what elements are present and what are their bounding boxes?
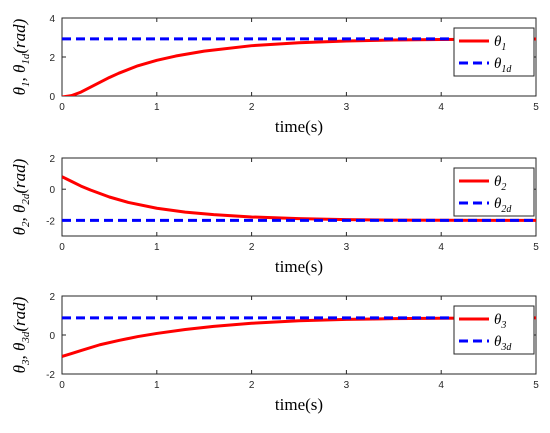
x-tick-label: 2	[249, 380, 255, 391]
legend: θ3​ θ3d​	[453, 305, 535, 355]
y-tick-label: 0	[49, 92, 55, 103]
x-tick-label: 5	[533, 102, 539, 113]
x-axis-label: time(s)	[275, 395, 323, 414]
y-tick-label: 0	[49, 331, 55, 342]
y-tick-label: 4	[49, 14, 55, 25]
chart-panel-1: 0 1 2 3 4 5 0 2 4 time(s) θ1​, θ1d​(rad) θ1​ θ1d​	[10, 14, 539, 136]
x-tick-label: 5	[533, 380, 539, 391]
y-tick-label: 0	[49, 185, 55, 196]
legend: θ2​ θ2d​	[453, 167, 535, 217]
x-tick-label: 1	[154, 380, 160, 391]
y-tick-label: -2	[46, 216, 55, 227]
y-tick-label: 2	[49, 53, 55, 64]
y-tick-label: -2	[46, 370, 55, 381]
x-axis-label: time(s)	[275, 117, 323, 136]
x-tick-label: 1	[154, 242, 160, 253]
x-tick-label: 1	[154, 102, 160, 113]
y-tick-label: 2	[49, 154, 55, 165]
y-axis-label: θ3​, θ3d​(rad)	[10, 296, 32, 373]
x-tick-label: 5	[533, 242, 539, 253]
x-tick-label: 4	[438, 380, 444, 391]
legend-entry: θ3​	[494, 312, 506, 331]
x-tick-label: 0	[59, 102, 65, 113]
chart-panel-3: 0 1 2 3 4 5 -2 0 2 time(s) θ3​, θ3d​(rad) θ3​ θ3d​	[10, 292, 539, 414]
axes-box	[61, 157, 537, 237]
legend-entry: θ1d​	[494, 56, 512, 75]
legend: θ1​ θ1d​	[453, 27, 535, 77]
x-axis-label: time(s)	[275, 257, 323, 276]
x-tick-label: 2	[249, 102, 255, 113]
chart-panel-2: 0 1 2 3 4 5 -2 0 2 time(s) θ2​, θ2d​(rad) θ2​ θ2d​	[10, 154, 539, 276]
legend-entry: θ2​	[494, 174, 506, 193]
x-tick-label: 0	[59, 380, 65, 391]
legend-entry: θ2d​	[494, 196, 512, 215]
x-tick-label: 3	[344, 380, 350, 391]
legend-entry: θ3d​	[494, 334, 512, 353]
y-tick-label: 2	[49, 292, 55, 303]
x-tick-label: 2	[249, 242, 255, 253]
x-tick-label: 0	[59, 242, 65, 253]
legend-entry: θ1​	[494, 34, 506, 53]
x-tick-label: 4	[438, 242, 444, 253]
x-tick-label: 4	[438, 102, 444, 113]
x-tick-label: 3	[344, 102, 350, 113]
x-tick-label: 3	[344, 242, 350, 253]
y-axis-label: θ2​, θ2d​(rad)	[10, 158, 32, 235]
y-axis-label: θ1​, θ1d​(rad)	[10, 18, 32, 95]
